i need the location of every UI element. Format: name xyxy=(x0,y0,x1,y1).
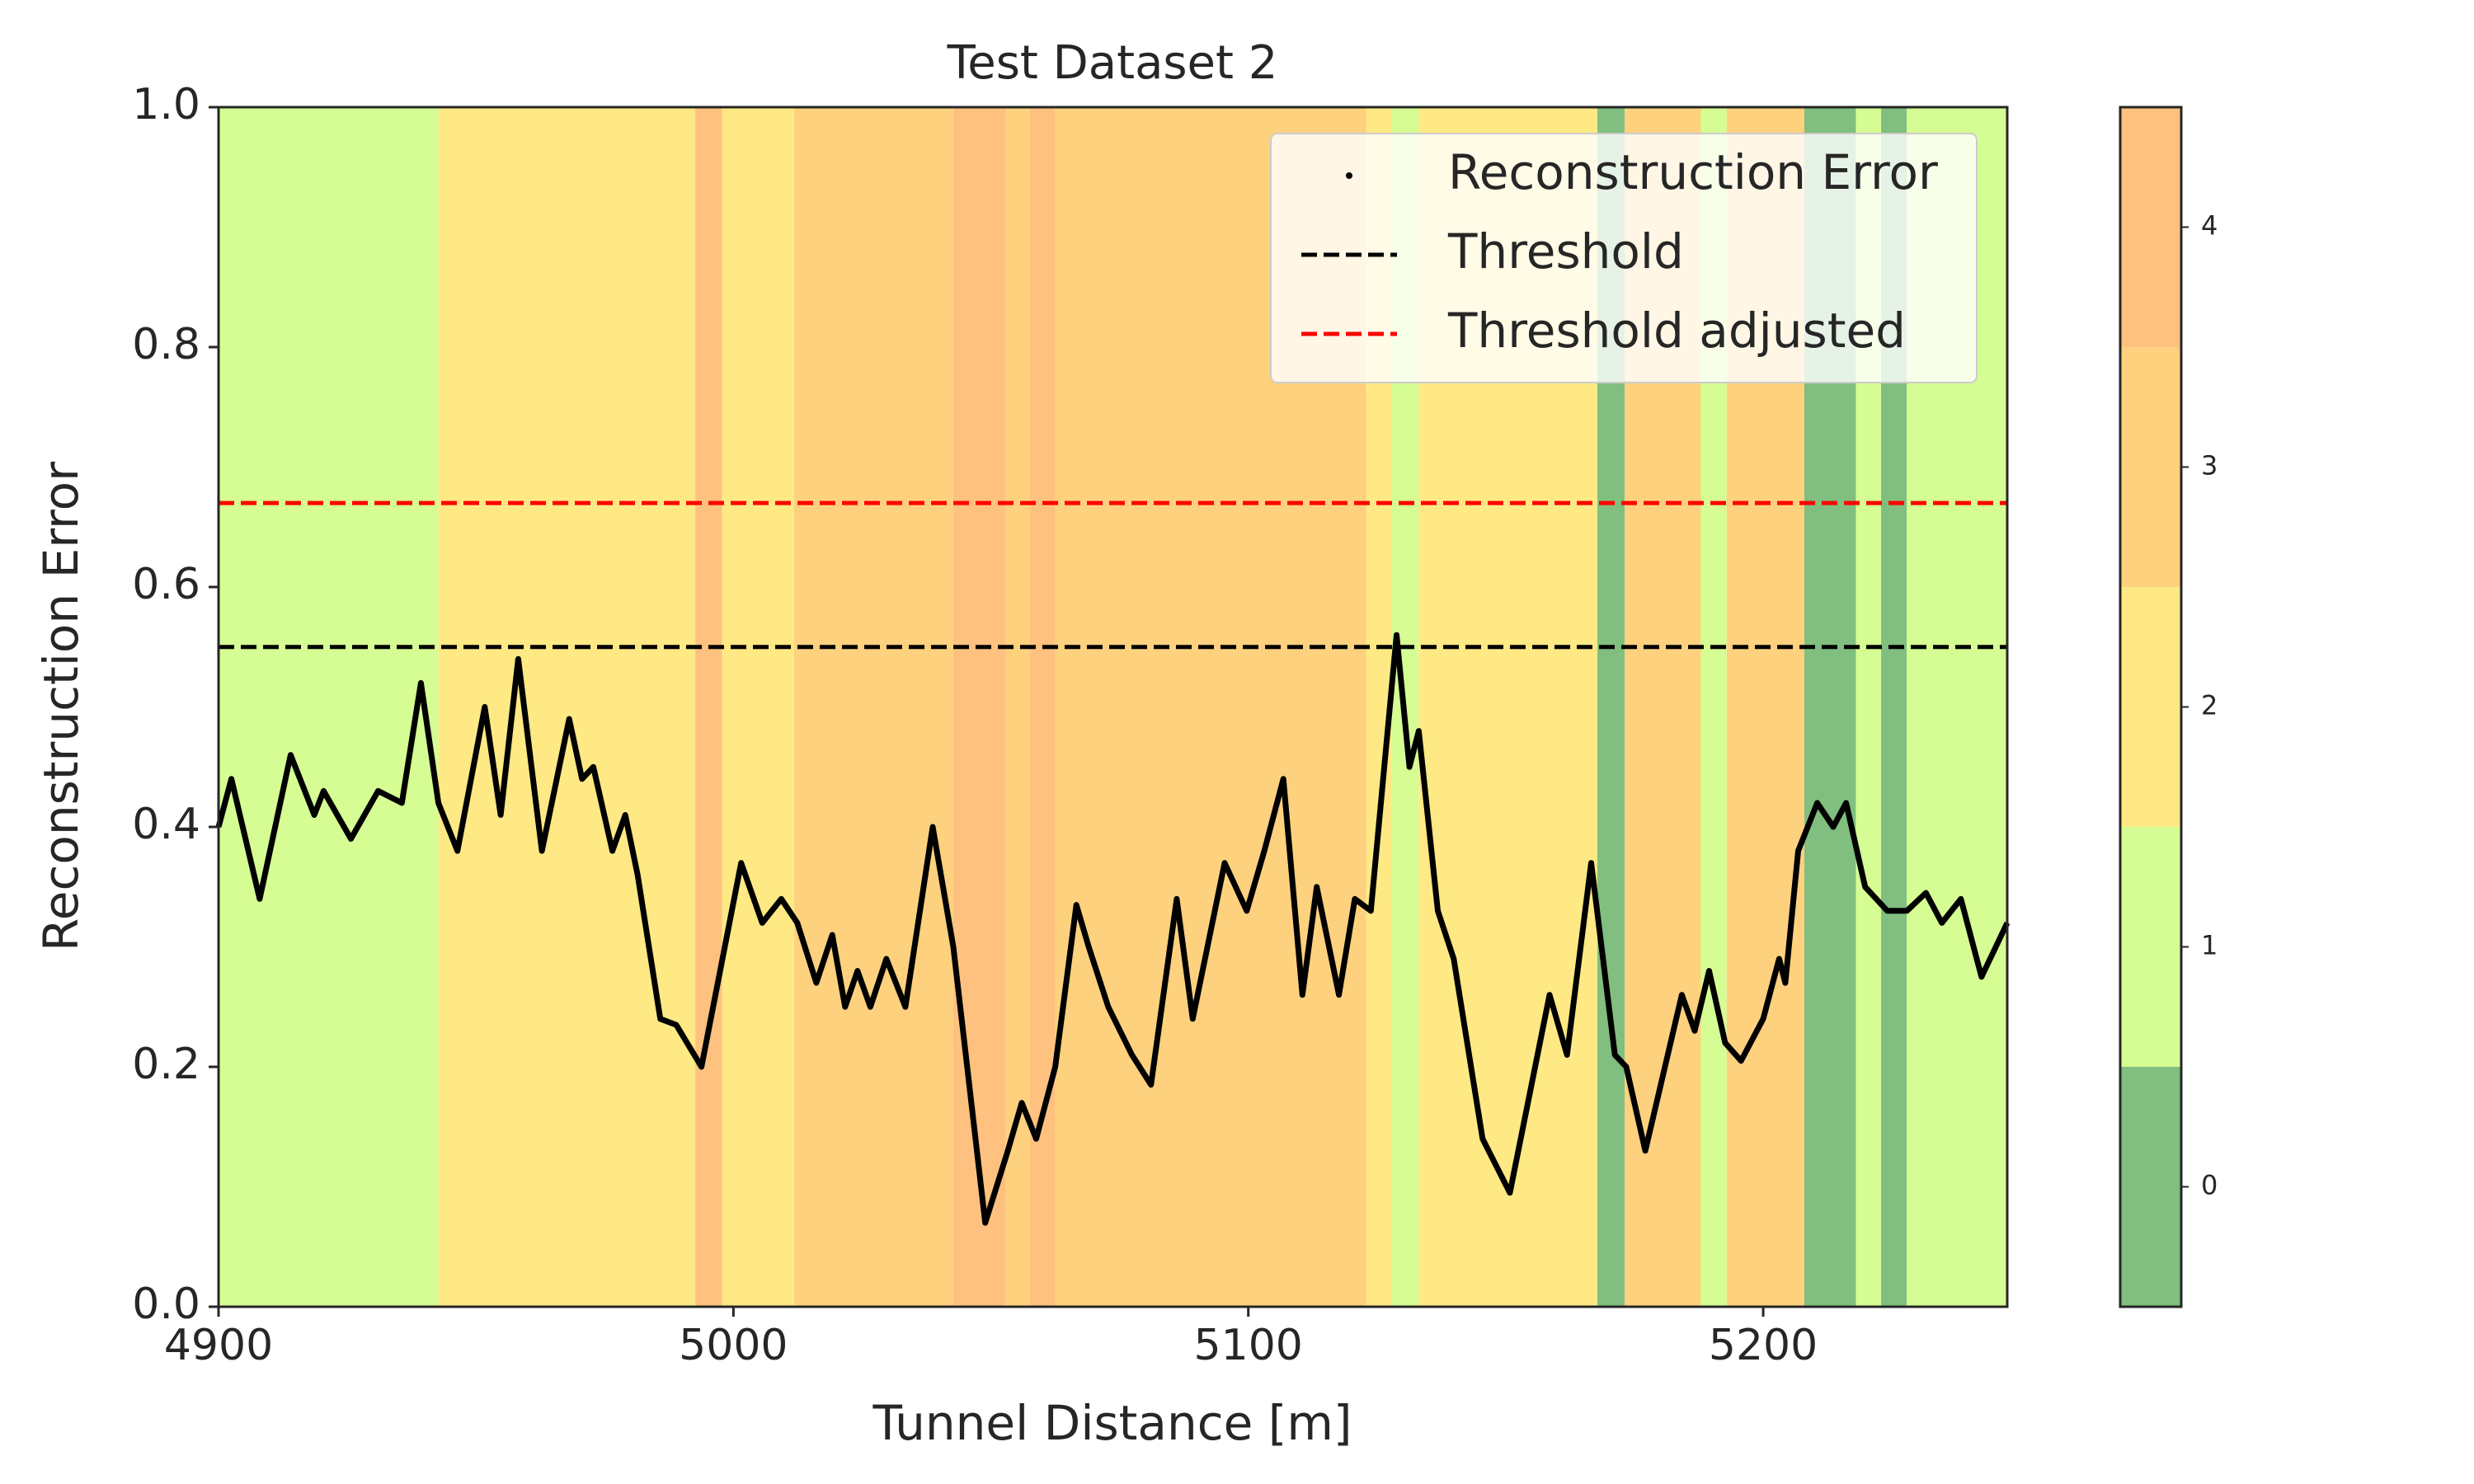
y-axis-label: Reconstruction Error xyxy=(33,462,89,951)
colorbar-segment xyxy=(2120,827,2181,1067)
colorbar-segment xyxy=(2120,107,2181,347)
colorbar-tick-label: 4 xyxy=(2201,210,2218,242)
legend-marker xyxy=(1346,172,1352,179)
x-tick-label: 4900 xyxy=(164,1321,273,1370)
x-tick-label: 5200 xyxy=(1709,1321,1818,1370)
chart-title: Test Dataset 2 xyxy=(947,36,1278,90)
colorbar-segment xyxy=(2120,347,2181,587)
class-band xyxy=(794,107,953,1307)
class-band xyxy=(952,107,1006,1307)
class-band xyxy=(722,107,795,1307)
colorbar-segment xyxy=(2120,1067,2181,1307)
plot-frame xyxy=(217,106,2009,1308)
colorbar-segment xyxy=(2120,587,2181,827)
colorbar-tick-label: 3 xyxy=(2201,450,2218,481)
class-band xyxy=(695,107,722,1307)
legend-label: Reconstruction Error xyxy=(1448,144,1938,200)
y-tick-label: 0.4 xyxy=(132,800,200,849)
colorbar-tick-label: 1 xyxy=(2201,930,2218,961)
x-axis-label: Tunnel Distance [m] xyxy=(872,1395,1352,1451)
colorbar-tick-label: 2 xyxy=(2201,690,2218,721)
class-band xyxy=(1005,107,1030,1307)
legend-label: Threshold xyxy=(1447,223,1684,279)
y-tick-label: 0.6 xyxy=(132,560,200,609)
y-tick-label: 0.8 xyxy=(132,320,200,369)
y-tick-label: 0.0 xyxy=(132,1280,200,1329)
y-tick-label: 1.0 xyxy=(132,80,200,129)
x-tick-label: 5100 xyxy=(1194,1321,1303,1370)
x-tick-label: 5000 xyxy=(679,1321,788,1370)
class-band xyxy=(438,107,696,1307)
colorbar-tick-label: 0 xyxy=(2201,1170,2218,1201)
class-band xyxy=(219,107,439,1307)
error-line xyxy=(215,632,2011,1226)
legend: Reconstruction Error Threshold Threshold a… xyxy=(1270,133,1978,383)
y-tick-label: 0.2 xyxy=(132,1040,200,1089)
legend-label: Threshold adjusted xyxy=(1447,303,1906,359)
legend-box xyxy=(1270,133,1978,383)
